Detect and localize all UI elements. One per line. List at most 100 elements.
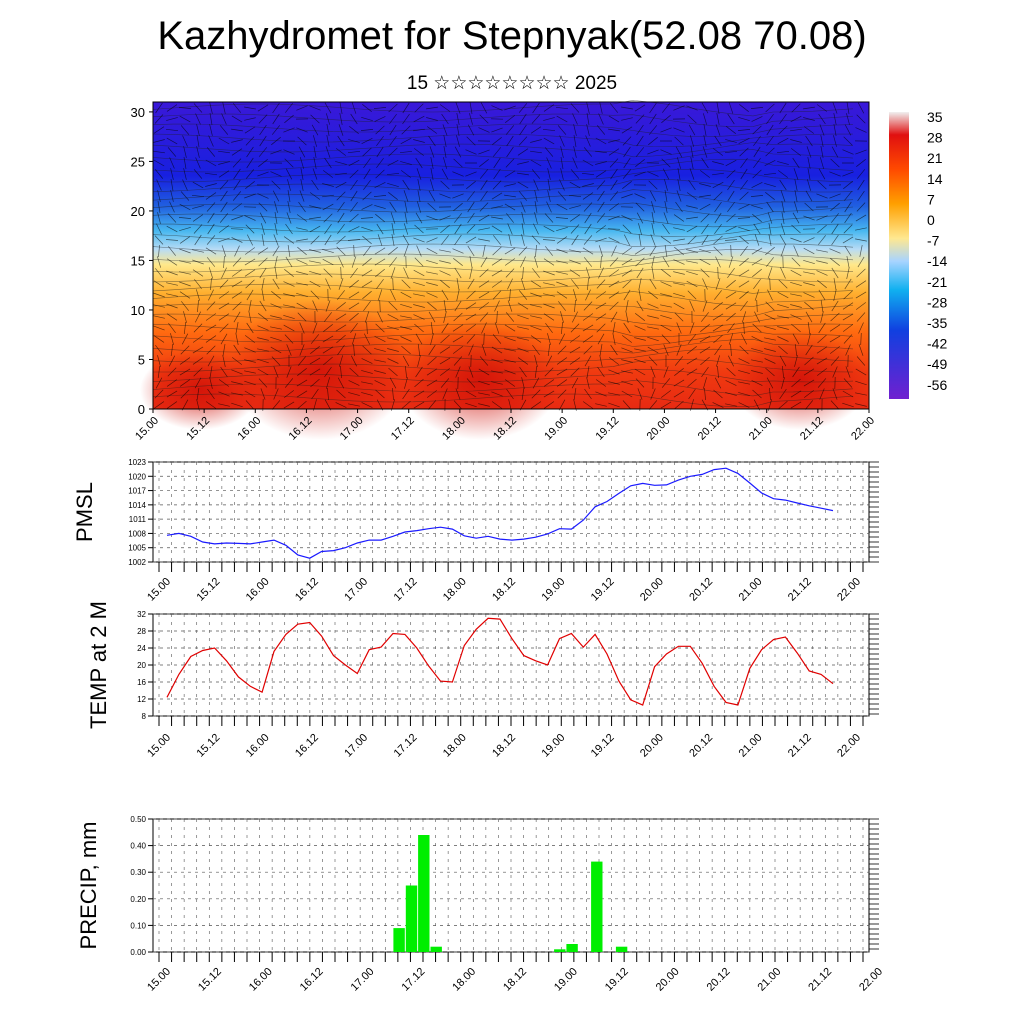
precip-panel: 0.00 0.10 0.20 0.30 0.40 0.50 PRECIP, mm 15.00 1… bbox=[76, 815, 885, 994]
pmsl-x-tick-label: 16.00 bbox=[244, 576, 272, 604]
warm-core-1 bbox=[400, 320, 560, 440]
xsec-y-tick-label: 30 bbox=[131, 105, 145, 120]
wind-barbs bbox=[153, 102, 868, 412]
precip-y-tick-label: 0.10 bbox=[130, 921, 146, 930]
pmsl-y-tick-label: 1002 bbox=[128, 558, 146, 567]
colorbar-label: -14 bbox=[927, 253, 947, 269]
temp-y-tick-label: 24 bbox=[137, 644, 146, 653]
temp-x-tick-label: 17.12 bbox=[392, 732, 420, 760]
precip-x-tick-label: 20.12 bbox=[705, 966, 733, 994]
temp-y-tick-label: 12 bbox=[137, 695, 146, 704]
pmsl-x-tick-label: 16.12 bbox=[293, 576, 321, 604]
temp-ylabel: TEMP at 2 M bbox=[86, 601, 111, 729]
precip-x-tick-label: 17.12 bbox=[399, 966, 427, 994]
precip-y-tick-label: 0.20 bbox=[130, 895, 146, 904]
temp-x-tick-label: 20.12 bbox=[687, 732, 715, 760]
colorbar-label: -21 bbox=[927, 274, 947, 290]
precip-ylabel: PRECIP, mm bbox=[76, 822, 101, 950]
precip-x-tick-label: 20.00 bbox=[654, 966, 682, 994]
precip-bar bbox=[566, 944, 578, 952]
precip-x-tick-label: 19.00 bbox=[552, 966, 580, 994]
colorbar-label: -56 bbox=[927, 377, 947, 393]
xsec-x-tick-label: 17.12 bbox=[389, 415, 417, 443]
pmsl-x-tick-label: 19.12 bbox=[589, 576, 617, 604]
pmsl-x-tick-label: 18.12 bbox=[490, 576, 518, 604]
temp-x-tick-label: 22.00 bbox=[835, 732, 863, 760]
pmsl-x-tick-label: 17.00 bbox=[342, 576, 370, 604]
temp-x-tick-label: 21.00 bbox=[737, 732, 765, 760]
xsec-x-tick-label: 19.00 bbox=[542, 415, 570, 443]
pmsl-x-tick-label: 20.12 bbox=[687, 576, 715, 604]
xsec-x-tick-label: 19.12 bbox=[593, 415, 621, 443]
temp-x-tick-label: 15.12 bbox=[194, 732, 222, 760]
precip-bar bbox=[430, 946, 442, 952]
xsec-y-tick-label: 0 bbox=[138, 402, 145, 417]
precip-bar bbox=[615, 946, 628, 952]
pmsl-y-tick-label: 1017 bbox=[128, 487, 146, 496]
precip-y-tick-label: 0.40 bbox=[130, 842, 146, 851]
precip-y-tick-label: 0.30 bbox=[130, 868, 146, 877]
colorbar-label: -49 bbox=[927, 356, 947, 372]
colorbar-label: 14 bbox=[927, 171, 943, 187]
colorbar-label: -28 bbox=[927, 294, 947, 310]
xsec-x-tick-label: 20.12 bbox=[696, 415, 724, 443]
colorbar-label: -35 bbox=[927, 315, 947, 331]
temp-x-tick-label: 16.00 bbox=[244, 732, 272, 760]
pmsl-x-tick-label: 17.12 bbox=[392, 576, 420, 604]
pmsl-y-tick-label: 1008 bbox=[128, 529, 146, 538]
precip-x-tick-label: 16.00 bbox=[247, 966, 275, 994]
pmsl-x-tick-label: 18.00 bbox=[441, 576, 469, 604]
pmsl-y-tick-label: 1005 bbox=[128, 544, 146, 553]
precip-x-tick-label: 15.12 bbox=[196, 966, 224, 994]
pmsl-panel: 1002 1005 1008 1011 1014 1017 1020 1023 PMSL 15.0… bbox=[72, 458, 879, 604]
temp-x-tick-label: 18.12 bbox=[490, 732, 518, 760]
xsec-y-tick-label: 25 bbox=[131, 154, 145, 169]
xsec-y-tick-label: 15 bbox=[131, 253, 145, 268]
colorbar-label: 0 bbox=[927, 212, 935, 228]
precip-bar bbox=[554, 949, 566, 952]
precip-x-tick-label: 19.12 bbox=[603, 966, 631, 994]
temp-x-tick-label: 21.12 bbox=[786, 732, 814, 760]
pmsl-x-tick-label: 21.12 bbox=[786, 576, 814, 604]
precip-bar bbox=[393, 928, 405, 952]
pmsl-y-tick-label: 1014 bbox=[128, 501, 146, 510]
temp-y-tick-label: 20 bbox=[137, 661, 146, 670]
precip-y-tick-label: 0.00 bbox=[130, 948, 146, 957]
temp-y-tick-label: 28 bbox=[137, 627, 146, 636]
colorbar: 35 28 21 14 7 0 -7 -14 -21 -28 -35 -42 -49 -56 bbox=[889, 109, 947, 399]
temp-x-tick-label: 15.00 bbox=[145, 732, 173, 760]
pmsl-x-tick-label: 19.00 bbox=[539, 576, 567, 604]
xsec-y-tick-label: 20 bbox=[131, 204, 145, 219]
xsec-x-tick-label: 22.00 bbox=[849, 415, 877, 443]
colorbar-ramp bbox=[889, 112, 909, 399]
colorbar-label: 7 bbox=[927, 191, 935, 207]
xsec-y-tick-label: 5 bbox=[138, 352, 145, 367]
pmsl-y-tick-label: 1023 bbox=[128, 458, 146, 467]
warm-core-3 bbox=[140, 350, 260, 430]
temp-line bbox=[166, 617, 834, 706]
pmsl-x-tick-label: 15.00 bbox=[145, 576, 173, 604]
temp-x-tick-label: 18.00 bbox=[441, 732, 469, 760]
warm-core-2 bbox=[730, 330, 870, 430]
pmsl-line bbox=[166, 467, 834, 559]
precip-x-tick-label: 21.00 bbox=[755, 966, 783, 994]
precip-x-tick-label: 18.12 bbox=[501, 966, 529, 994]
pmsl-x-tick-label: 15.12 bbox=[194, 576, 222, 604]
colorbar-label: 28 bbox=[927, 130, 943, 146]
xsec-x-tick-label: 20.00 bbox=[645, 415, 673, 443]
precip-x-tick-label: 21.12 bbox=[806, 966, 834, 994]
xsec-x-tick-label: 15.00 bbox=[133, 415, 161, 443]
temp-y-tick-label: 8 bbox=[142, 712, 147, 721]
pmsl-ylabel: PMSL bbox=[72, 482, 97, 542]
precip-bar bbox=[591, 861, 603, 952]
colorbar-label: -42 bbox=[927, 336, 947, 352]
precip-x-tick-label: 17.00 bbox=[349, 966, 377, 994]
xsec-y-tick-label: 10 bbox=[131, 303, 145, 318]
precip-x-tick-label: 15.00 bbox=[145, 966, 173, 994]
pmsl-y-tick-label: 1011 bbox=[129, 515, 147, 524]
precip-x-tick-label: 22.00 bbox=[857, 966, 885, 994]
colorbar-label: 21 bbox=[927, 150, 943, 166]
pmsl-x-tick-label: 20.00 bbox=[638, 576, 666, 604]
